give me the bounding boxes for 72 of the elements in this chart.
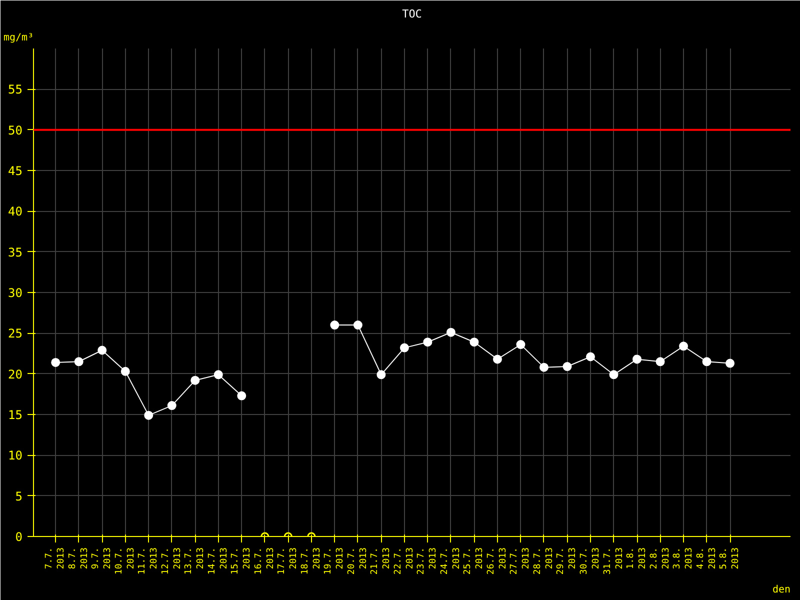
x-tick-label: 12.7. 2013 — [160, 547, 183, 575]
y-axis-title: mg/m³ — [4, 32, 34, 44]
y-tick-label: 50 — [8, 123, 23, 138]
point — [376, 370, 386, 380]
y-tick-label: 40 — [8, 204, 23, 219]
point — [190, 376, 200, 385]
x-tick-label: 10.7. 2013 — [114, 547, 136, 575]
point — [120, 366, 130, 376]
point — [609, 370, 618, 380]
x-tick-label: 22.7. 2013 — [393, 547, 416, 575]
point — [330, 320, 340, 330]
point — [702, 357, 712, 366]
x-tick-label: 9.7. 2013 — [91, 547, 114, 570]
x-tick-label: 3.8. 2013 — [672, 547, 695, 570]
x-tick-label: 23.7. 2013 — [416, 547, 439, 575]
x-tick-label: 17.7. 2013 — [277, 547, 300, 575]
x-tick-label: 29.7. 2013 — [556, 547, 578, 575]
point — [237, 391, 246, 400]
x-tick-label: 20.7. 2013 — [346, 547, 369, 575]
x-tick-label: 31.7. 2013 — [602, 547, 625, 575]
point — [353, 320, 362, 330]
x-tick-label: 30.7. 2013 — [579, 547, 602, 575]
point — [51, 358, 60, 367]
point — [679, 342, 688, 351]
x-tick-label: 11.7. 2013 — [138, 547, 160, 575]
x-tick-label: 14.7. 2013 — [207, 547, 230, 575]
y-tick-label: 25 — [8, 326, 23, 341]
x-tick-label: 7.7. 2013 — [44, 547, 67, 570]
y-tick-label: 30 — [8, 286, 23, 300]
point — [632, 354, 642, 364]
x-tick-label: 5.8. 2013 — [719, 547, 742, 570]
x-tick-label: 16.7. 2013 — [254, 547, 276, 575]
x-tick-label: 28.7. 2013 — [532, 547, 555, 575]
x-axis-title: den — [772, 584, 790, 596]
chart-title: TOC — [402, 8, 422, 20]
point — [562, 362, 572, 372]
y-tick-label: 35 — [8, 245, 23, 260]
x-tick-label: 24.7. 2013 — [440, 547, 462, 575]
point — [586, 352, 595, 362]
point — [726, 358, 735, 368]
x-tick-label: 25.7. 2013 — [463, 547, 486, 575]
y-tick-label: 5 — [15, 489, 23, 504]
y-tick-label: 10 — [8, 448, 23, 463]
y-tick-label: 20 — [8, 367, 23, 382]
x-tick-label: 27.7. 2013 — [510, 547, 532, 575]
x-tick-label: 13.7. 2013 — [184, 547, 206, 575]
y-tick-label: 15 — [8, 408, 23, 422]
point — [144, 410, 154, 420]
point — [98, 346, 107, 355]
x-tick-label: 18.7. 2013 — [300, 547, 322, 575]
point — [470, 338, 479, 347]
point — [167, 401, 176, 410]
x-tick-label: 19.7. 2013 — [324, 547, 346, 575]
point — [423, 338, 432, 347]
x-tick-label: 2.8. 2013 — [649, 547, 672, 570]
point — [400, 343, 409, 352]
point — [74, 357, 84, 366]
point — [446, 328, 456, 337]
x-tick-label: 15.7. 2013 — [230, 547, 253, 575]
y-tick-label: 0 — [15, 530, 23, 544]
y-tick-label: 45 — [8, 164, 23, 178]
point — [492, 354, 502, 364]
x-tick-label: 21.7. 2013 — [370, 547, 392, 575]
x-tick-label: 26.7. 2013 — [486, 547, 508, 575]
x-tick-label: 1.8. 2013 — [626, 547, 648, 570]
point — [516, 340, 526, 350]
x-tick-label: 8.7. 2013 — [68, 547, 90, 570]
point — [214, 370, 223, 380]
y-tick-label: 55 — [8, 82, 23, 97]
x-tick-label: 4.8. 2013 — [696, 547, 718, 570]
point — [656, 357, 665, 366]
point — [539, 362, 548, 372]
